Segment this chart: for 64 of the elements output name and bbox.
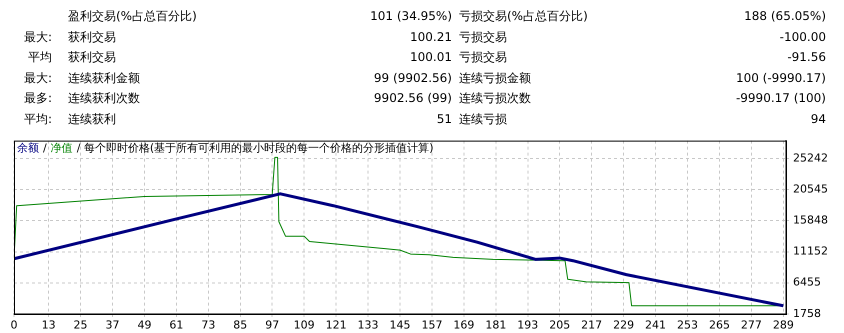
text: 连续亏损金额 [459, 71, 531, 85]
x-tick-label: 0 [10, 318, 18, 332]
x-tick-label: 97 [265, 318, 280, 332]
x-tick-label: 73 [201, 318, 216, 332]
x-tick-label: 133 [358, 318, 379, 332]
text: 亏损交易 [459, 50, 507, 64]
x-tick-label: 289 [772, 318, 794, 332]
y-tick-label: 25242 [793, 151, 828, 164]
text: 100.01 [410, 50, 452, 64]
x-tick-label: 253 [677, 318, 698, 332]
x-tick-label: 229 [613, 318, 634, 332]
x-tick-label: 37 [105, 318, 120, 332]
text: -91.56 [787, 50, 826, 64]
x-tick-label: 85 [233, 318, 248, 332]
text: 余额 [17, 141, 39, 154]
x-tick-label: 205 [549, 318, 570, 332]
text: 连续亏损次数 [459, 91, 531, 105]
annotation: / [43, 141, 47, 154]
x-tick-label: 145 [390, 318, 410, 332]
x-tick-label: 169 [453, 318, 474, 332]
text: 连续亏损 [459, 112, 507, 126]
text: 101 (34.95%) [370, 9, 452, 23]
text: 100.21 [410, 30, 452, 44]
x-tick-label: 157 [421, 318, 442, 332]
text: 连续获利次数 [68, 91, 140, 105]
x-tick-label: 121 [326, 318, 347, 332]
text: 亏损交易 [459, 30, 507, 44]
text: 94 [810, 112, 826, 126]
text: 连续获利 [68, 112, 116, 126]
y-tick-label: 15848 [793, 214, 828, 227]
text: 最大: [24, 71, 52, 85]
x-tick-label: 265 [708, 318, 730, 332]
text: 获利交易 [68, 30, 116, 44]
x-tick-label: 217 [581, 318, 602, 332]
y-tick-label: 6455 [793, 276, 821, 289]
x-tick-label: 181 [485, 318, 506, 332]
x-tick-label: 109 [294, 318, 315, 332]
text: -100.00 [780, 30, 826, 44]
y-tick-label: 1758 [793, 306, 821, 320]
y-tick-label: 11152 [793, 244, 828, 258]
y-tick-label: 20545 [793, 182, 828, 196]
text: -9990.17 (100) [736, 91, 826, 105]
x-tick-label: 25 [74, 318, 88, 332]
x-tick-label: 193 [517, 318, 538, 332]
text: 最多: [24, 91, 52, 105]
text: 51 [436, 112, 452, 126]
text: 9902.56 (99) [374, 91, 452, 105]
text: 平均: [24, 112, 52, 126]
x-tick-label: 49 [137, 318, 152, 332]
text: 平均 [28, 50, 52, 64]
text: 净值 [50, 141, 73, 154]
x-tick-label: 61 [169, 318, 184, 332]
text: 99 (9902.56) [374, 71, 452, 85]
text: 获利交易 [68, 50, 116, 64]
text: 188 (65.05%) [744, 9, 826, 23]
x-tick-label: 277 [740, 318, 762, 332]
x-tick-label: 241 [645, 318, 666, 332]
chart-subtitle: / 每个即时价格(基于所有可利用的最小时段的每一个价格的分形插值计算) [76, 141, 434, 154]
text: 连续获利金额 [68, 71, 140, 85]
text: 100 (-9990.17) [736, 71, 826, 85]
text: 盈利交易(%占总百分比) [68, 9, 197, 23]
text: 最大: [24, 30, 52, 44]
x-tick-label: 13 [42, 318, 56, 332]
text: 亏损交易(%占总百分比) [459, 9, 588, 23]
